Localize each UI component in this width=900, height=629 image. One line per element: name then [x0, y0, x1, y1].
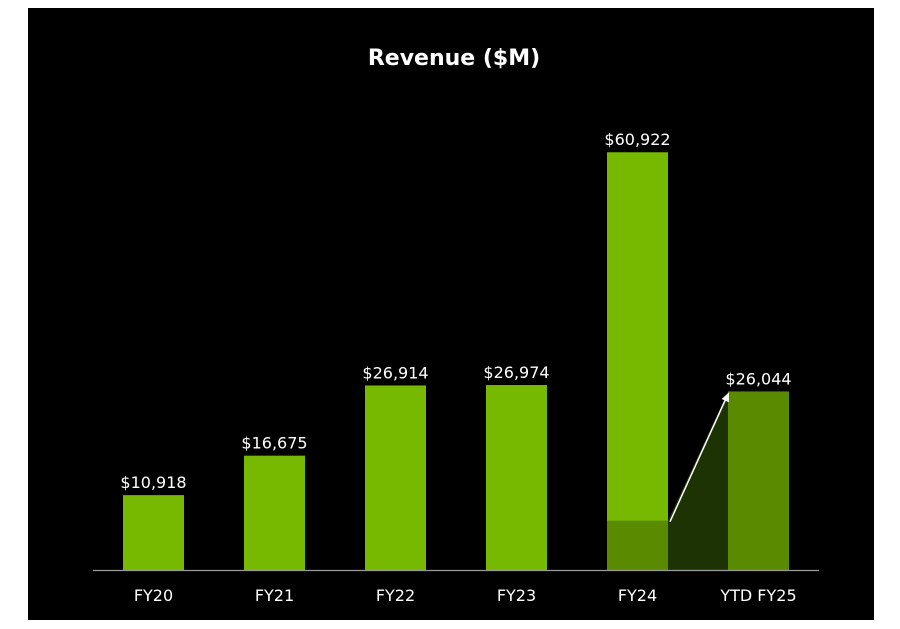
- growth-arrow-head: [721, 392, 729, 403]
- tick-label-fy20: FY20: [134, 586, 173, 605]
- bar-fy24: [607, 152, 668, 570]
- bar-segment-fy24-base: [607, 520, 668, 570]
- data-label-ytd-fy25: $26,044: [725, 369, 791, 388]
- bar-fy22: [365, 385, 426, 570]
- growth-arrow-line: [669, 398, 727, 522]
- bar-fy21: [244, 455, 305, 570]
- revenue-bar-chart: Revenue ($M) $10,918 $16,675 $26,914 $26,97…: [93, 46, 819, 605]
- arrow-group: [669, 392, 729, 522]
- bar-group: [123, 152, 789, 570]
- tick-label-ytd-fy25: YTD FY25: [719, 586, 796, 605]
- tick-label-fy22: FY22: [376, 586, 415, 605]
- data-label-fy20: $10,918: [120, 473, 186, 492]
- growth-band: [668, 391, 728, 570]
- bar-ytd-fy25: [728, 391, 789, 570]
- data-label-fy23: $26,974: [483, 363, 549, 382]
- bar-fy23: [486, 385, 547, 570]
- chart-title: Revenue ($M): [368, 46, 540, 71]
- data-label-fy22: $26,914: [362, 363, 428, 382]
- data-label-fy21: $16,675: [241, 434, 307, 453]
- bar-fy20: [123, 495, 184, 570]
- data-label-fy24: $60,922: [604, 130, 670, 149]
- value-label-group: $10,918 $16,675 $26,914 $26,974 $60,922 $26,0…: [120, 130, 791, 492]
- chart-frame: Revenue ($M) $10,918 $16,675 $26,914 $26,97…: [28, 8, 874, 620]
- tick-label-fy23: FY23: [497, 586, 536, 605]
- highlight-band-group: [668, 391, 728, 570]
- tick-label-fy21: FY21: [255, 586, 294, 605]
- tick-label-group: FY20 FY21 FY22 FY23 FY24 YTD FY25: [134, 586, 797, 605]
- tick-label-fy24: FY24: [618, 586, 657, 605]
